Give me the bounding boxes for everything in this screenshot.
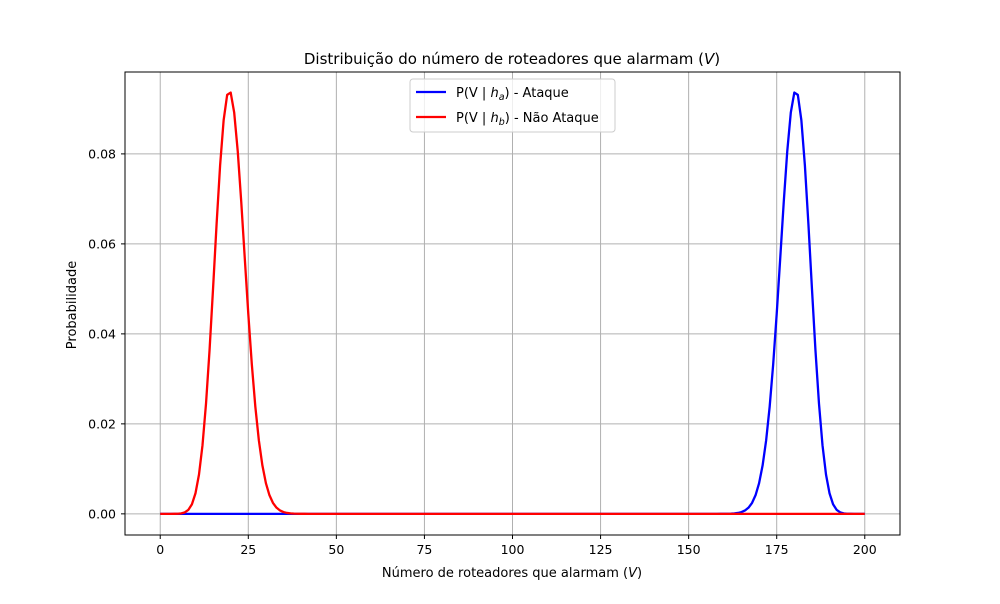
x-tick-label: 125	[589, 542, 613, 557]
y-axis-ticks: 0.00 0.02 0.04 0.06 0.08	[88, 146, 125, 521]
x-tick-label: 25	[240, 542, 256, 557]
x-tick-label: 200	[853, 542, 877, 557]
y-tick-label: 0.04	[88, 326, 116, 341]
series-lines	[160, 91, 865, 515]
x-axis-label: Número de roteadores que alarmam (V)	[382, 566, 642, 581]
y-axis-label: Probabilidade	[65, 261, 80, 349]
y-tick-label: 0.02	[88, 416, 116, 431]
x-tick-label: 150	[677, 542, 701, 557]
legend-box	[409, 78, 616, 133]
legend: P(V | ha) - Ataque P(V | hb) - Não Ataqu…	[409, 78, 616, 133]
y-tick-label: 0.06	[88, 236, 116, 251]
x-tick-label: 175	[765, 542, 789, 557]
legend-label-nao-ataque: P(V | hb) - Não Ataque	[456, 111, 599, 128]
x-tick-label: 0	[156, 542, 164, 557]
x-tick-label: 100	[501, 542, 525, 557]
x-axis-ticks: 0 25 50 75 100 125 150 175 200	[156, 535, 877, 557]
y-tick-label: 0.00	[88, 506, 116, 521]
chart-title: Distribuição do número de roteadores que…	[304, 50, 720, 68]
series-line-nao-ataque	[160, 91, 865, 515]
legend-label-ataque: P(V | ha) - Ataque	[456, 86, 569, 103]
x-tick-label: 50	[328, 542, 344, 557]
y-tick-label: 0.08	[88, 146, 116, 161]
x-tick-label: 75	[416, 542, 432, 557]
